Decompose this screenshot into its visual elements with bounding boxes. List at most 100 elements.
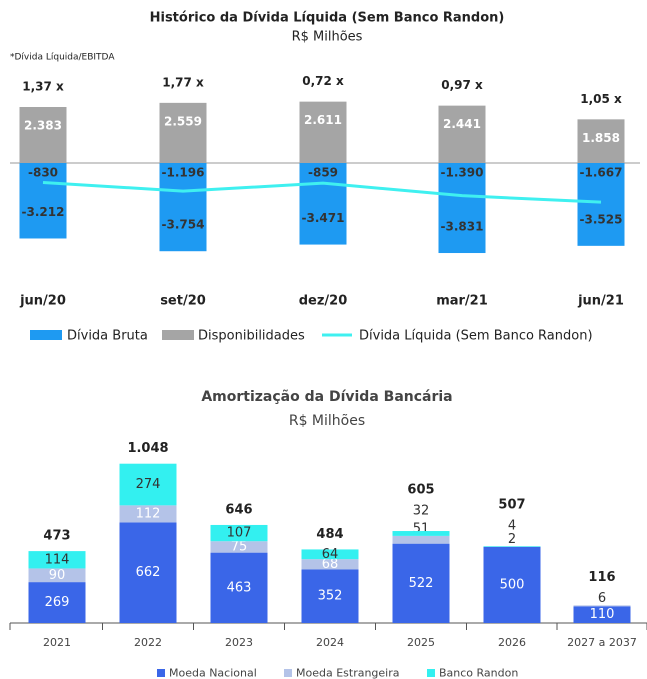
data-label: 269 [45,595,70,610]
data-label: 2.611 [304,113,342,127]
legend-swatch [30,330,62,340]
data-label: 64 [322,547,339,562]
data-label: -3.525 [580,212,623,226]
x-tick-label: 2023 [225,636,253,649]
bar [299,163,347,245]
ratio-label: 0,97 x [441,78,483,92]
bar-segment [28,568,86,583]
total-label: 484 [316,527,343,542]
data-label: 274 [136,477,161,492]
bar-segment [301,569,359,623]
data-label: 1.858 [582,131,620,145]
bar [438,105,486,163]
bar-segment [210,524,268,542]
data-label: 6 [598,591,606,606]
data-label: 463 [227,580,252,595]
bar-segment [119,505,177,523]
ratio-label: 1,05 x [580,92,622,106]
bar-segment [392,535,450,544]
legend-swatch [427,669,435,677]
legend-swatch [157,669,165,677]
bar [19,163,67,239]
total-label: 116 [588,570,615,585]
bar-segment [392,531,450,536]
bar [438,163,486,254]
x-tick-label: dez/20 [299,294,348,309]
data-label: 2.383 [24,118,62,132]
data-label: 112 [136,506,161,521]
x-tick-label: 2021 [43,636,71,649]
data-label: -3.831 [441,220,484,234]
legend-label: Moeda Nacional [169,667,257,679]
bar-segment [392,543,450,623]
legend-swatch [162,330,194,340]
data-label: -3.471 [302,211,345,225]
chart-title: Amortização da Dívida Bancária [201,389,452,405]
total-label: 507 [498,497,525,512]
data-label: -830 [28,166,58,180]
legend-swatch [284,669,292,677]
bar-segment [28,551,86,569]
data-label: 32 [413,504,430,519]
bar-segment [301,549,359,560]
line [42,181,602,204]
data-label: 107 [227,526,252,541]
data-label: 500 [500,578,525,593]
data-label: -859 [308,166,338,180]
total-label: 605 [407,483,434,498]
bar-segment [483,547,541,623]
data-label: -1.390 [441,166,484,180]
legend-label: Dívida Bruta [67,329,148,344]
bar-segment [28,582,86,623]
data-label: 522 [409,576,434,591]
data-label: -3.754 [162,218,205,232]
x-tick-label: 2024 [316,636,344,649]
data-label: 352 [318,589,343,604]
data-label: 4 [508,519,516,534]
x-tick-label: set/20 [160,294,206,309]
data-label: 90 [49,568,66,583]
chart-title: Histórico da Dívida Líquida (Sem Banco R… [150,11,505,26]
note: *Dívida Líquida/EBITDA [10,53,115,63]
bar [299,101,347,163]
legend-label: Banco Randon [439,667,518,679]
ratio-label: 1,37 x [22,79,64,93]
x-tick-label: 2026 [498,636,526,649]
bar [159,163,207,252]
data-label: 2.559 [164,114,202,128]
data-label: -3.212 [22,205,65,219]
data-label: -1.667 [580,166,623,180]
bar [577,119,625,163]
chart-subtitle: R$ Milhões [289,413,365,429]
bar-segment [483,546,541,547]
bar-segment [210,552,268,623]
x-tick-label: 2027 a 2037 [567,636,637,649]
bar [577,163,625,246]
chart-subtitle: R$ Milhões [292,30,363,45]
data-label: 662 [136,565,161,580]
data-label: 114 [45,552,70,567]
bar [159,102,207,163]
x-tick-label: 2022 [134,636,162,649]
data-label: 75 [231,539,248,554]
x-tick-label: 2025 [407,636,435,649]
x-tick-label: jun/21 [577,294,624,309]
total-label: 473 [43,529,70,544]
total-label: 1.048 [127,441,168,456]
data-label: 110 [590,607,615,622]
bar-segment [119,463,177,506]
data-label: 68 [322,557,339,572]
legend-label: Dívida Líquida (Sem Banco Randon) [359,329,593,344]
data-label: 2 [508,532,516,547]
legend-label: Disponibilidades [198,329,305,344]
bar-segment [573,606,631,623]
bar [19,106,67,163]
x-tick-label: mar/21 [436,294,488,309]
data-label: -1.196 [162,166,205,180]
legend-label: Moeda Estrangeira [296,667,400,679]
bar-segment [210,541,268,553]
bar-segment [301,559,359,570]
total-label: 646 [225,502,252,517]
x-tick-label: jun/20 [19,294,66,309]
